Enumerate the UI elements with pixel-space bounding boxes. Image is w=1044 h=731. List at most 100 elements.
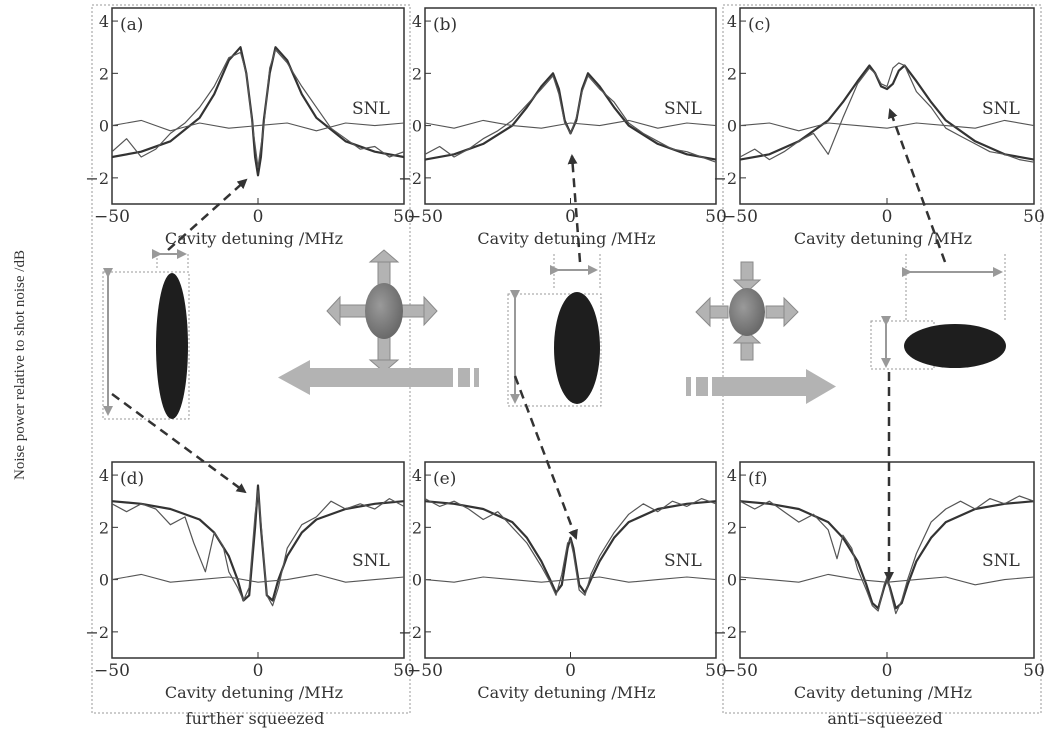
- panel-f-xlabel: Cavity detuning /MHz: [794, 683, 972, 702]
- panel-b-ytick-label: 4: [412, 12, 422, 31]
- panel-f-measured-line: [740, 495, 1034, 615]
- panel-c-snl-line: [740, 119, 1034, 132]
- left-group-box: [91, 4, 411, 714]
- panel-d: −50 0 50 −2 0 2 4 (d) SNL Cavity detuning /MHz: [85, 461, 415, 702]
- panel-a-ytick-label: 2: [99, 64, 109, 83]
- panel-f-ytick-label: 4: [727, 466, 737, 485]
- panel-f-ytick-label: 2: [727, 518, 737, 537]
- panel-d-measured-line: [112, 490, 404, 607]
- right-big-arrow: [686, 369, 836, 404]
- panel-b-series: [425, 72, 716, 163]
- panel-f: −50 0 50 −2 0 2 4 (f) SNL Cavity detuning /MHz: [713, 461, 1044, 702]
- panel-e-snl-label: SNL: [664, 551, 702, 571]
- panel-b-ytick-label: 0: [412, 117, 422, 136]
- panel-d-label: (d): [120, 469, 144, 489]
- panel-b-measured-line: [425, 75, 716, 163]
- panel-c: −50 0 50 −2 0 2 4 (c) SNL Cavity detuning /MHz: [713, 7, 1044, 248]
- panel-e: −50 0 50 −2 0 2 4 (e) SNL Cavity detuning /MHz: [398, 461, 727, 702]
- panel-d-xtick-label: −50: [94, 661, 130, 681]
- panel-b-label: (b): [433, 15, 457, 35]
- panel-c-frame: [739, 7, 1035, 205]
- panel-d-fit-line: [112, 484, 404, 602]
- mid-height-box: [507, 293, 602, 407]
- panel-c-snl-label: SNL: [982, 99, 1020, 119]
- right-group-box: [722, 4, 1042, 714]
- panel-f-ytick-label: −2: [713, 623, 737, 642]
- panel-d-snl-label: SNL: [352, 551, 390, 571]
- left-squeezed-ellipse: [156, 273, 188, 419]
- panel-b-xtick-label: 0: [565, 207, 576, 227]
- panel-e-ytick-label: 0: [412, 571, 422, 590]
- panel-d-ytick-label: 2: [99, 518, 109, 537]
- panel-a-xlabel: Cavity detuning /MHz: [165, 229, 343, 248]
- caption-left: further squeezed: [186, 709, 325, 728]
- panel-e-label: (e): [433, 469, 456, 489]
- panel-d-xlabel: Cavity detuning /MHz: [165, 683, 343, 702]
- panel-e-frame: [424, 461, 717, 659]
- panel-d-series: [112, 484, 404, 607]
- caption-right: anti–squeezed: [827, 709, 942, 728]
- left-big-arrow: [278, 360, 479, 395]
- panel-b-frame: [424, 7, 717, 205]
- panel-f-xtick-label: 50: [1023, 661, 1044, 681]
- mid-ellipse: [554, 292, 600, 404]
- panel-b: −50 0 50 −2 0 2 4 (b) SNL Cavity detuning /MHz: [398, 7, 727, 248]
- pointer-d: [111, 392, 247, 494]
- panel-e-xtick-label: 50: [705, 661, 727, 681]
- panel-f-frame: [739, 461, 1035, 659]
- panel-e-snl-line: [425, 576, 716, 583]
- panel-b-xtick-label: −50: [407, 207, 443, 227]
- panel-d-xtick-label: 50: [393, 661, 415, 681]
- panel-f-snl-line: [740, 573, 1034, 586]
- panel-e-measured-line: [425, 498, 716, 596]
- right-cross-symbol: [695, 261, 799, 361]
- panel-f-snl-label: SNL: [982, 551, 1020, 571]
- panel-c-measured-line: [740, 62, 1034, 163]
- panel-b-xlabel: Cavity detuning /MHz: [477, 229, 655, 248]
- panel-a-label: (a): [120, 15, 143, 35]
- panel-c-series: [740, 62, 1034, 163]
- panel-a-xtick-label: 0: [253, 207, 264, 227]
- panel-c-ytick-label: 4: [727, 12, 737, 31]
- panel-e-ytick-label: 4: [412, 466, 422, 485]
- right-anti-squeezed-ellipse: [904, 324, 1006, 368]
- panel-a-measured-line: [112, 49, 404, 168]
- panel-e-ytick-label: 2: [412, 518, 422, 537]
- panel-b-xtick-label: 50: [705, 207, 727, 227]
- panel-c-ytick-label: −2: [713, 169, 737, 188]
- panel-c-fit-line: [740, 64, 1034, 161]
- panel-a: −50 0 50 −2 0 2 4 (a) SNL Cavity detuning /MHz: [85, 7, 415, 248]
- pointer-b: [567, 154, 582, 263]
- panel-a-series: [112, 46, 404, 177]
- panel-c-xtick-label: −50: [722, 207, 758, 227]
- panel-a-ytick-label: −2: [85, 169, 109, 188]
- panel-f-xtick-label: −50: [722, 661, 758, 681]
- panel-d-ytick-label: −2: [85, 623, 109, 642]
- panel-c-xtick-label: 50: [1023, 207, 1044, 227]
- panel-c-xlabel: Cavity detuning /MHz: [794, 229, 972, 248]
- schematic: [102, 249, 1006, 420]
- panel-e-xlabel: Cavity detuning /MHz: [477, 683, 655, 702]
- panel-a-xtick-label: −50: [94, 207, 130, 227]
- panel-c-xtick-label: 0: [882, 207, 893, 227]
- pointer-a: [167, 178, 248, 251]
- panel-b-ytick-label: −2: [398, 169, 422, 188]
- panel-e-ytick-label: −2: [398, 623, 422, 642]
- right-height-box: [870, 320, 935, 370]
- panel-a-ytick-label: 0: [99, 117, 109, 136]
- panel-d-xtick-label: 0: [253, 661, 264, 681]
- panel-a-xtick-label: 50: [393, 207, 415, 227]
- panel-b-ytick-label: 2: [412, 64, 422, 83]
- panel-e-xtick-label: −50: [407, 661, 443, 681]
- panel-e-xtick-label: 0: [565, 661, 576, 681]
- pointer-arrows: [111, 108, 947, 582]
- panel-a-snl-line: [112, 119, 404, 132]
- panel-a-snl-label: SNL: [352, 99, 390, 119]
- panel-d-ytick-label: 4: [99, 466, 109, 485]
- panel-f-label: (f): [748, 469, 768, 489]
- panel-d-snl-line: [112, 573, 404, 583]
- panel-a-ytick-label: 4: [99, 12, 109, 31]
- pointer-c: [888, 108, 947, 263]
- panel-d-ytick-label: 0: [99, 571, 109, 590]
